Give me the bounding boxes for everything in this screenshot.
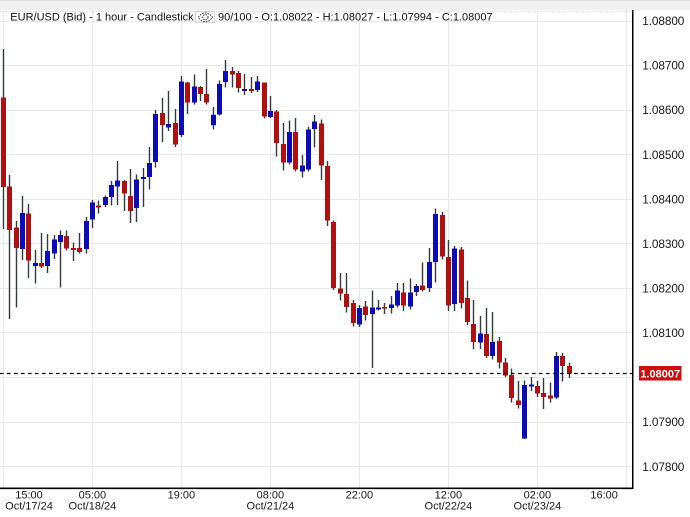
svg-text:02:00: 02:00 xyxy=(524,490,552,502)
svg-text:22:00: 22:00 xyxy=(346,490,374,502)
svg-text:1.08700: 1.08700 xyxy=(642,59,684,73)
svg-text:Oct/21/24: Oct/21/24 xyxy=(247,501,295,512)
svg-text:1.08800: 1.08800 xyxy=(642,14,684,28)
svg-text:1.07800: 1.07800 xyxy=(642,460,684,474)
svg-text:Oct/17/24: Oct/17/24 xyxy=(5,501,53,512)
svg-text:Oct/23/24: Oct/23/24 xyxy=(514,501,562,512)
svg-text:1.08200: 1.08200 xyxy=(642,282,684,296)
svg-text:08:00: 08:00 xyxy=(257,490,285,502)
svg-text:1.08300: 1.08300 xyxy=(642,237,684,251)
svg-text:12:00: 12:00 xyxy=(435,490,463,502)
svg-text:1.08100: 1.08100 xyxy=(642,326,684,340)
svg-text:1.08600: 1.08600 xyxy=(642,103,684,117)
svg-text:16:00: 16:00 xyxy=(590,490,618,502)
svg-text:EUR/USD (Bid) - 1 hour - Candl: EUR/USD (Bid) - 1 hour - Candlestick xyxy=(10,12,194,24)
svg-text:1.08400: 1.08400 xyxy=(642,192,684,206)
svg-text:15:00: 15:00 xyxy=(15,490,43,502)
svg-text:1.07900: 1.07900 xyxy=(642,415,684,429)
svg-text:19:00: 19:00 xyxy=(168,490,196,502)
svg-text:90/100 - O:1.08022 - H:1.08027: 90/100 - O:1.08022 - H:1.08027 - L:1.079… xyxy=(218,12,493,24)
svg-text:1.08500: 1.08500 xyxy=(642,148,684,162)
svg-text:Oct/22/24: Oct/22/24 xyxy=(425,501,473,512)
svg-text:1.08007: 1.08007 xyxy=(640,369,680,381)
svg-text:Oct/18/24: Oct/18/24 xyxy=(69,501,117,512)
svg-text:05:00: 05:00 xyxy=(79,490,107,502)
